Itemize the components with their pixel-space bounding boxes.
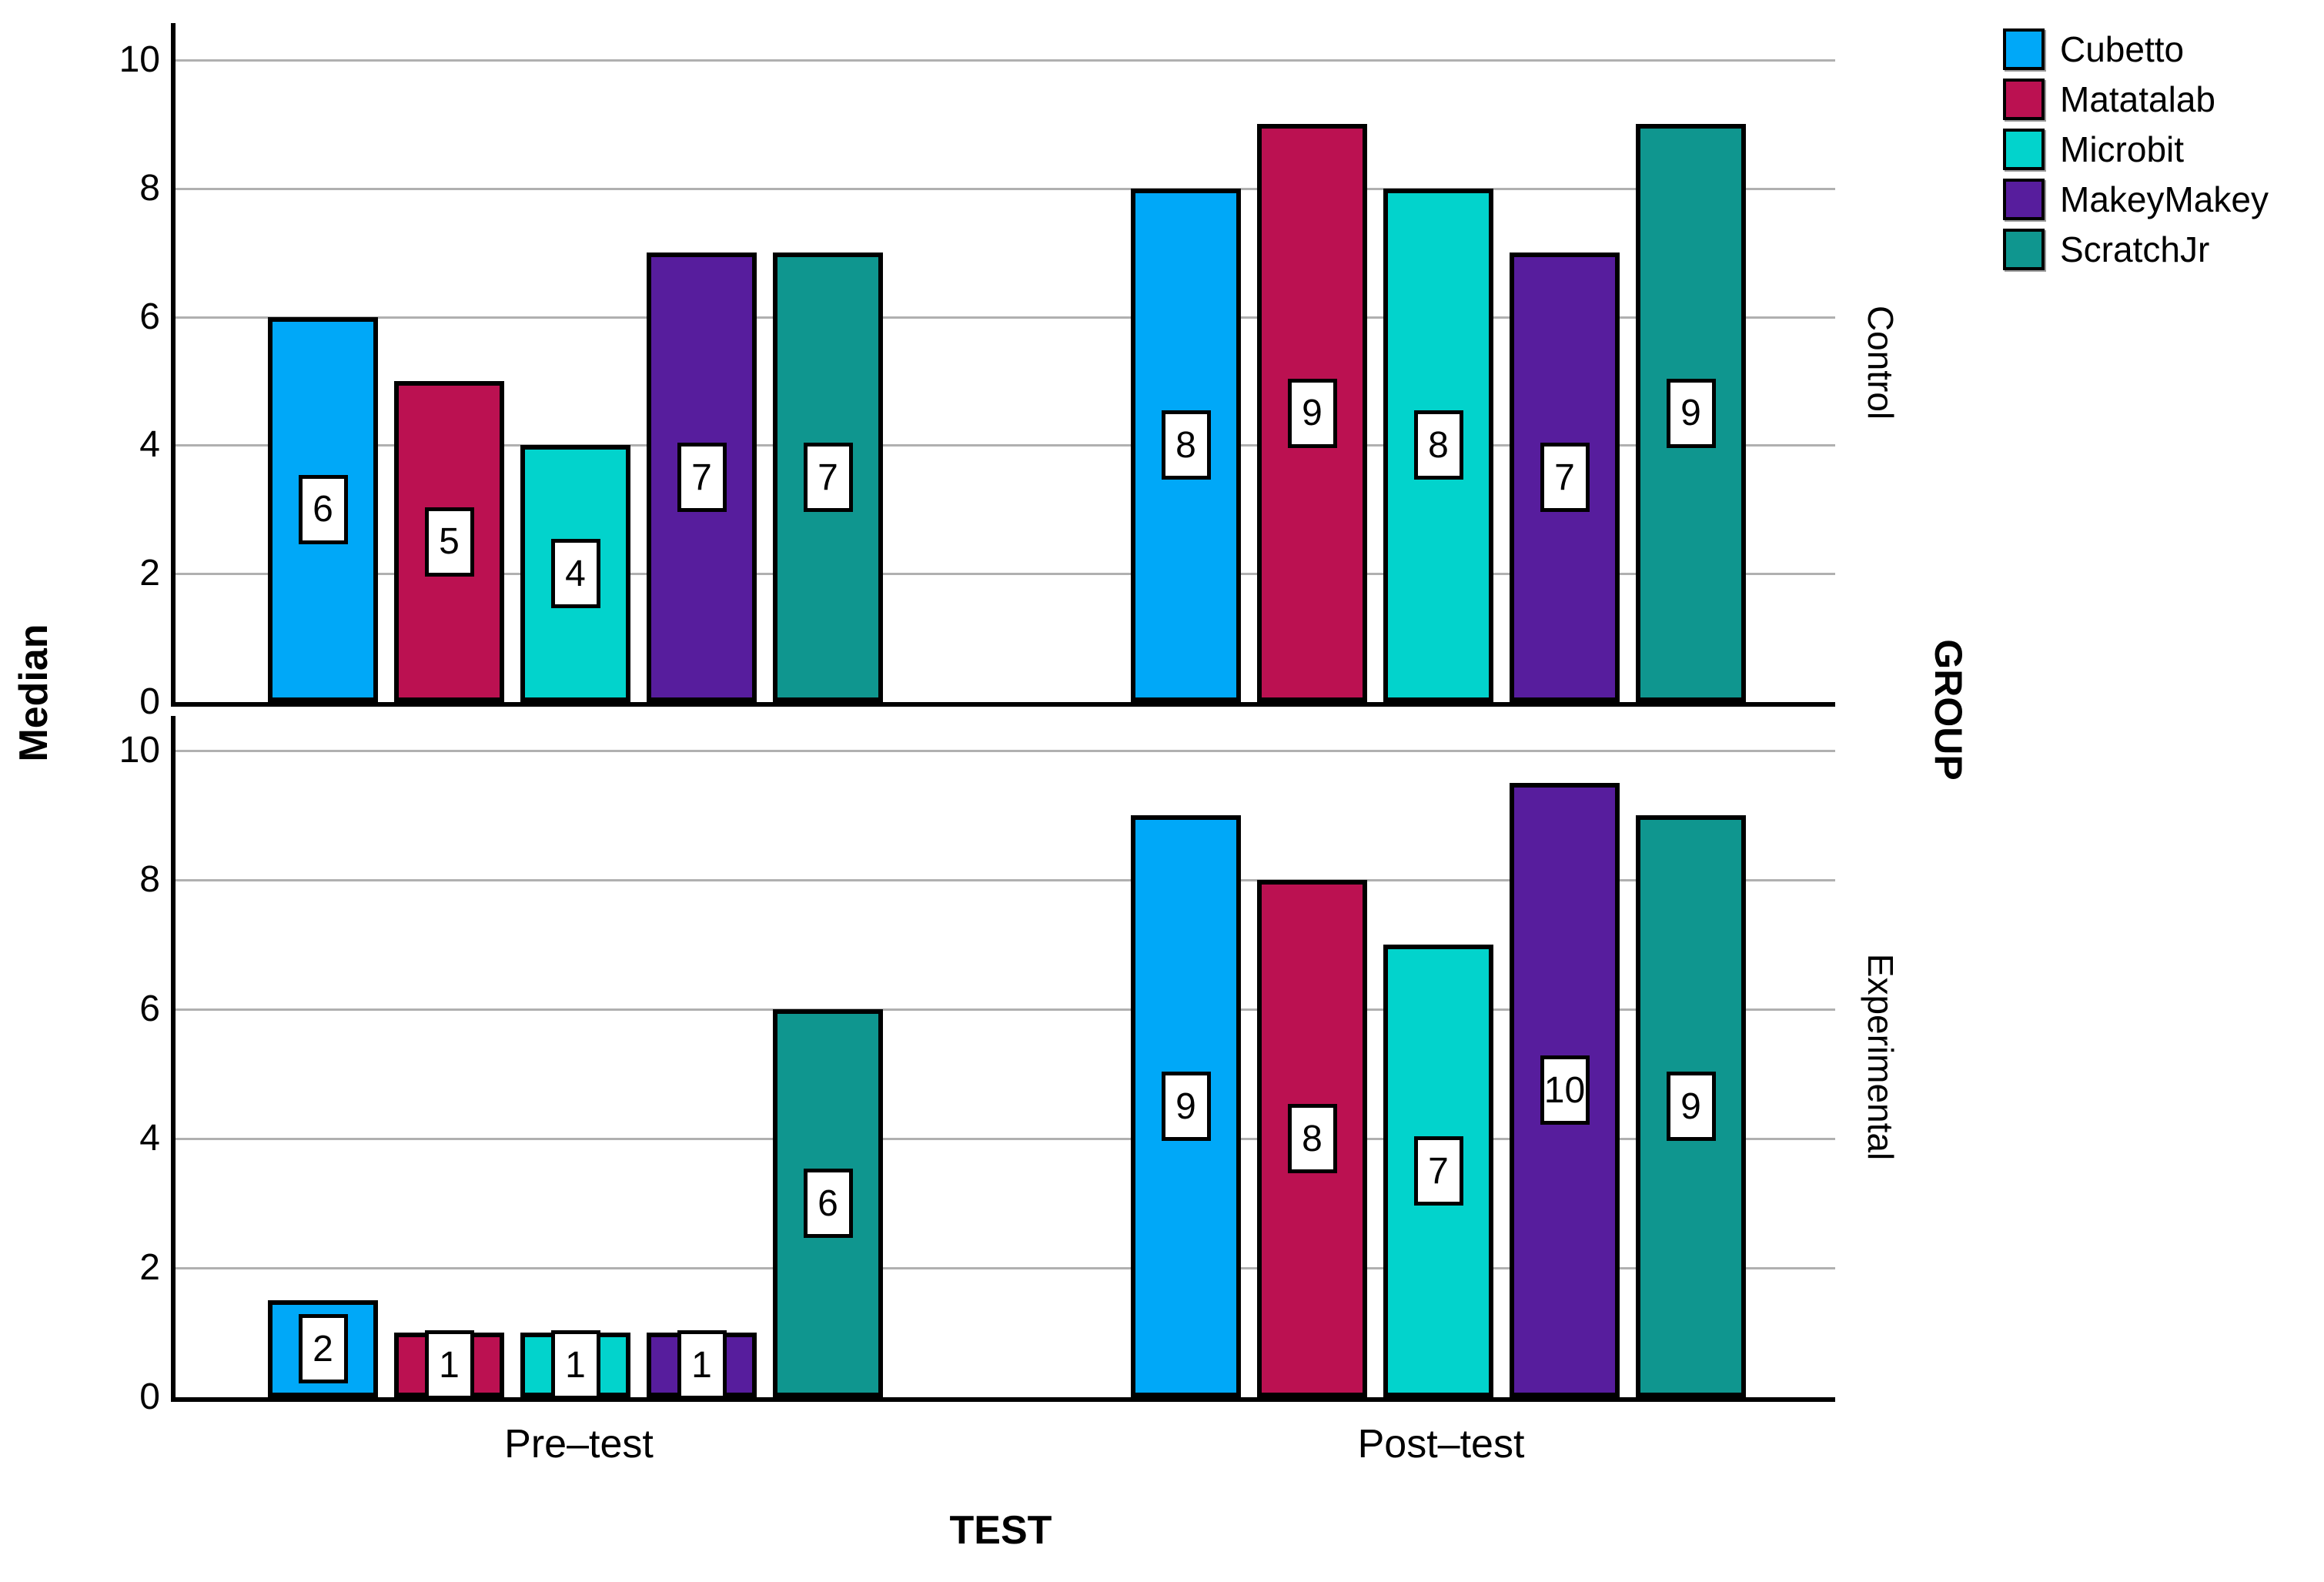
- legend-item-matatalab: Matatalab: [2003, 79, 2269, 120]
- legend-item-makeymakey: MakeyMakey: [2003, 179, 2269, 220]
- y-tick-label-8: 8: [139, 167, 160, 209]
- bar-value-label: 7: [803, 443, 853, 513]
- gridline-8: [176, 879, 1835, 881]
- legend-swatch-microbit: [2003, 129, 2045, 170]
- y-tick-label-6: 6: [139, 988, 160, 1029]
- bar-control-posttest-cubetto: [1131, 188, 1241, 702]
- y-tick-label-8: 8: [139, 859, 160, 900]
- bar-value-label: 4: [550, 539, 600, 609]
- facet-label-experimental: Experimental: [1861, 953, 1901, 1160]
- bar-value-label: 8: [1161, 410, 1211, 480]
- legend-swatch-scratchjr: [2003, 229, 2045, 270]
- legend-item-cubetto: Cubetto: [2003, 28, 2269, 70]
- legend-item-microbit: Microbit: [2003, 129, 2269, 170]
- bar-value-label: 10: [1540, 1055, 1590, 1125]
- legend-label: Microbit: [2060, 129, 2185, 169]
- x-category-label-pretest: Pre–test: [504, 1422, 654, 1467]
- legend-label: MakeyMakey: [2060, 179, 2269, 219]
- y-tick-label-0: 0: [139, 681, 160, 722]
- legend: Cubetto Matatalab Microbit MakeyMakey Scratc…: [2003, 28, 2269, 279]
- y-tick-label-2: 2: [139, 553, 160, 594]
- y-tick-label-6: 6: [139, 296, 160, 337]
- panel-experimental: 0 2 4 6 8 10 2 1 1 1 6 9 8 7 10 9 Experimental: [119, 716, 1901, 1417]
- bar-value-label: 1: [424, 1330, 474, 1400]
- y-tick-label-2: 2: [139, 1247, 160, 1288]
- bar-value-label: 1: [550, 1330, 600, 1400]
- y-tick-label-10: 10: [119, 730, 160, 771]
- legend-label: ScratchJr: [2060, 229, 2210, 269]
- legend-swatch-makeymakey: [2003, 179, 2045, 220]
- legend-label: Matatalab: [2060, 79, 2216, 119]
- y-tick-label-0: 0: [139, 1376, 160, 1417]
- bar-value-label: 1: [677, 1330, 727, 1400]
- gridline-10: [176, 750, 1835, 752]
- group-axis-title: GROUP: [1927, 639, 1970, 781]
- legend-swatch-matatalab: [2003, 79, 2045, 120]
- bar-value-label: 5: [424, 507, 474, 577]
- bar-value-label: 9: [1161, 1072, 1211, 1141]
- bar-value-label: 7: [677, 443, 727, 513]
- gridline-4: [176, 444, 1835, 447]
- x-category-label-posttest: Post–test: [1357, 1422, 1525, 1467]
- legend-item-scratchjr: ScratchJr: [2003, 229, 2269, 270]
- bar-value-label: 7: [1413, 1136, 1463, 1206]
- bar-value-label: 8: [1287, 1104, 1337, 1173]
- legend-label: Cubetto: [2060, 29, 2185, 69]
- bar-value-label: 6: [803, 1169, 853, 1238]
- gridline-4: [176, 1138, 1835, 1140]
- y-axis-title: Median: [12, 624, 56, 762]
- x-axis-title: TEST: [949, 1508, 1052, 1553]
- gridline-8: [176, 187, 1835, 190]
- gridline-6: [176, 316, 1835, 319]
- bar-value-label: 7: [1540, 443, 1590, 513]
- bar-value-label: 9: [1287, 378, 1337, 448]
- panel-control: 0 2 4 6 8 10 6 5 4 7 7 8 9 8 7 9 Control: [119, 23, 1901, 722]
- y-tick-label-10: 10: [119, 39, 160, 80]
- bar-value-label: 9: [1666, 378, 1716, 448]
- legend-swatch-cubetto: [2003, 28, 2045, 70]
- y-tick-label-4: 4: [139, 424, 160, 466]
- facet-label-control: Control: [1861, 305, 1901, 420]
- bar-value-label: 2: [298, 1314, 348, 1383]
- bar-value-label: 9: [1666, 1072, 1716, 1141]
- y-tick-label-4: 4: [139, 1118, 160, 1159]
- bar-value-label: 8: [1413, 410, 1463, 480]
- bar-value-label: 6: [298, 474, 348, 544]
- gridline-2: [176, 573, 1835, 576]
- gridline-2: [176, 1267, 1835, 1269]
- gridline-10: [176, 59, 1835, 62]
- gridline-6: [176, 1008, 1835, 1011]
